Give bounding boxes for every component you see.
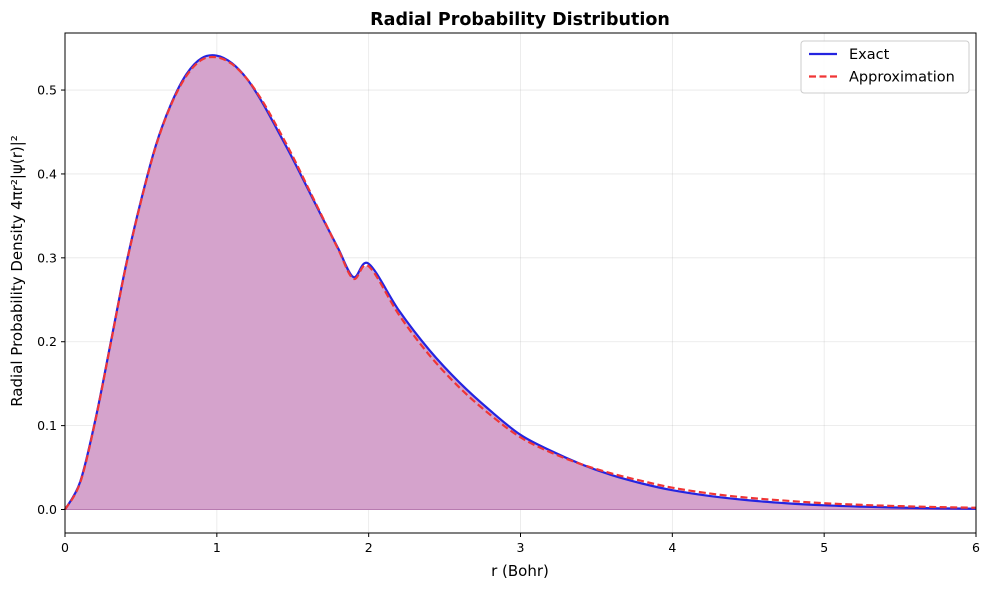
x-tick-label: 3 (517, 540, 525, 555)
legend: Exact Approximation (800, 40, 970, 94)
x-tick-label: 1 (213, 540, 221, 555)
y-tick-label: 0.5 (37, 83, 57, 98)
y-tick-label: 0.1 (37, 418, 57, 433)
series-line-exact (64, 54, 977, 511)
y-tick-label: 0.4 (37, 166, 57, 181)
legend-label-exact: Exact (849, 47, 890, 63)
x-tick-label: 5 (820, 540, 828, 555)
axes: 0 1 2 3 4 5 6 0.0 0.1 0.2 0.3 0.4 0.5 (37, 32, 980, 555)
x-axis-title: r (Bohr) (491, 562, 549, 580)
probability-fill (65, 55, 976, 510)
legend-box (800, 40, 970, 94)
series-lines (64, 54, 977, 511)
legend-label-approximation: Approximation (849, 70, 955, 86)
series-line-approximation (64, 55, 977, 511)
x-tick-label: 4 (668, 540, 676, 555)
y-tick-label: 0.3 (37, 250, 57, 265)
x-tick-label: 2 (365, 540, 373, 555)
y-tick-label: 0.0 (37, 502, 57, 517)
x-tick-label: 6 (972, 540, 980, 555)
chart-title: Radial Probability Distribution (370, 10, 670, 30)
x-tick-label: 0 (61, 540, 69, 555)
area-fill (65, 55, 976, 511)
y-tick-label: 0.2 (37, 334, 57, 349)
y-axis-title: Radial Probability Density 4πr²|ψ(r)|² (8, 135, 26, 407)
